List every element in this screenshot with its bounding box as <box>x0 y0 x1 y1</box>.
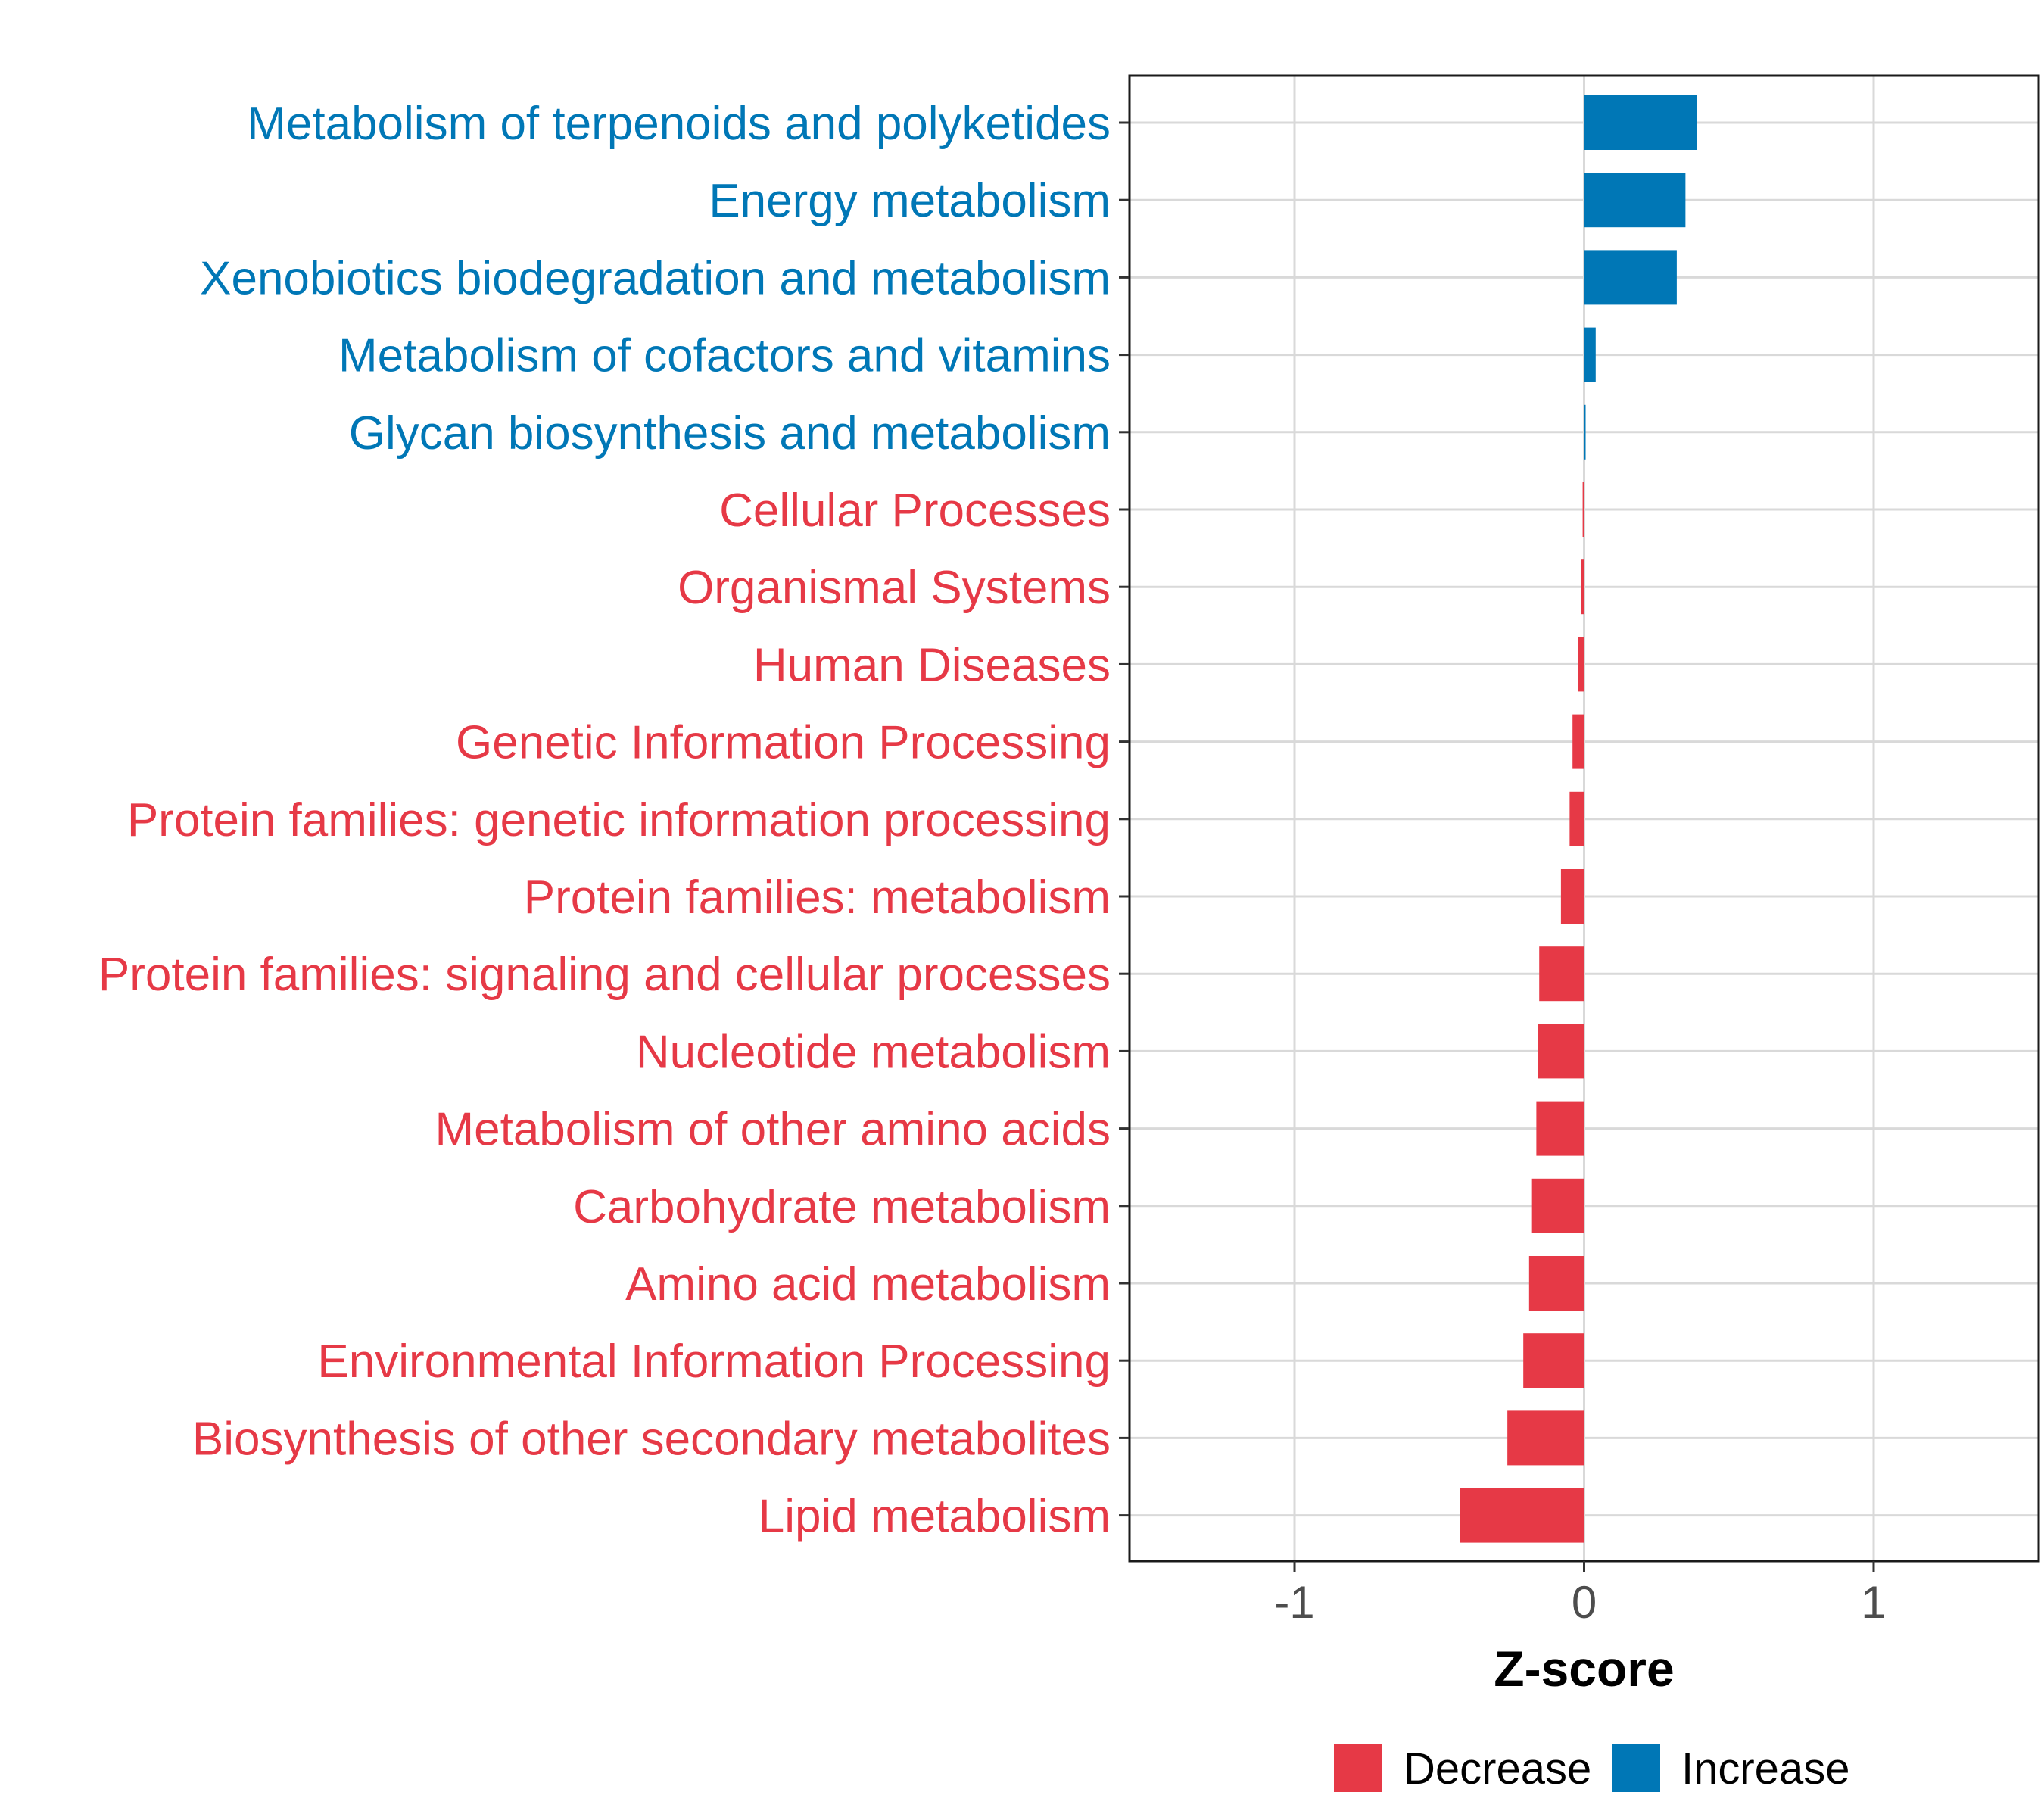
category-label: Carbohydrate metabolism <box>573 1181 1111 1233</box>
bar <box>1584 173 1686 228</box>
bar <box>1560 869 1584 924</box>
category-label: Environmental Information Processing <box>317 1335 1111 1388</box>
bar <box>1572 714 1584 769</box>
y-axis-ticks <box>1119 121 1129 1517</box>
category-label: Genetic Information Processing <box>456 717 1111 769</box>
category-label: Amino acid metabolism <box>625 1258 1111 1311</box>
bar <box>1584 404 1586 460</box>
category-label: Metabolism of terpenoids and polyketides <box>247 98 1111 150</box>
legend: Decrease Increase <box>1334 1744 1849 1794</box>
x-tick-label: 1 <box>1861 1577 1886 1628</box>
x-axis-ticks: -1 0 1 <box>1274 1561 1887 1628</box>
x-axis-title: Z-score <box>1494 1641 1674 1697</box>
category-label: Protein families: signaling and cellular… <box>98 949 1111 1001</box>
bar <box>1507 1410 1584 1466</box>
bar <box>1578 637 1584 692</box>
bar <box>1531 1178 1584 1233</box>
bar <box>1538 1024 1584 1079</box>
bar <box>1523 1333 1584 1388</box>
category-label: Protein families: metabolism <box>524 871 1111 924</box>
category-label: Nucleotide metabolism <box>636 1026 1111 1078</box>
category-label: Metabolism of cofactors and vitamins <box>338 330 1111 382</box>
category-label: Glycan biosynthesis and metabolism <box>349 407 1111 460</box>
legend-key-increase <box>1612 1744 1660 1792</box>
category-label: Protein families: genetic information pr… <box>127 794 1111 846</box>
legend-key-decrease <box>1334 1744 1382 1792</box>
category-label: Lipid metabolism <box>759 1491 1111 1543</box>
category-label: Cellular Processes <box>719 485 1111 537</box>
category-label: Metabolism of other amino acids <box>435 1104 1111 1156</box>
legend-label-increase: Increase <box>1681 1744 1849 1794</box>
bars <box>1460 95 1697 1543</box>
bar <box>1539 946 1584 1002</box>
x-tick-label: -1 <box>1274 1577 1314 1628</box>
bar <box>1528 1256 1584 1311</box>
bar <box>1582 482 1584 537</box>
bar <box>1584 250 1677 305</box>
category-label: Energy metabolism <box>709 175 1111 227</box>
category-label: Xenobiotics biodegradation and metabolis… <box>200 252 1111 304</box>
bar <box>1569 791 1584 846</box>
category-label: Biosynthesis of other secondary metaboli… <box>192 1413 1111 1465</box>
bar <box>1536 1101 1584 1156</box>
bar <box>1581 559 1584 615</box>
category-label: Organismal Systems <box>678 562 1111 614</box>
y-axis-category-labels: Metabolism of terpenoids and polyketides… <box>98 98 1111 1543</box>
bar <box>1584 95 1697 150</box>
category-label: Human Diseases <box>753 639 1111 691</box>
bar <box>1584 327 1596 382</box>
bar <box>1460 1488 1584 1543</box>
legend-label-decrease: Decrease <box>1404 1744 1591 1794</box>
x-tick-label: 0 <box>1572 1577 1597 1628</box>
